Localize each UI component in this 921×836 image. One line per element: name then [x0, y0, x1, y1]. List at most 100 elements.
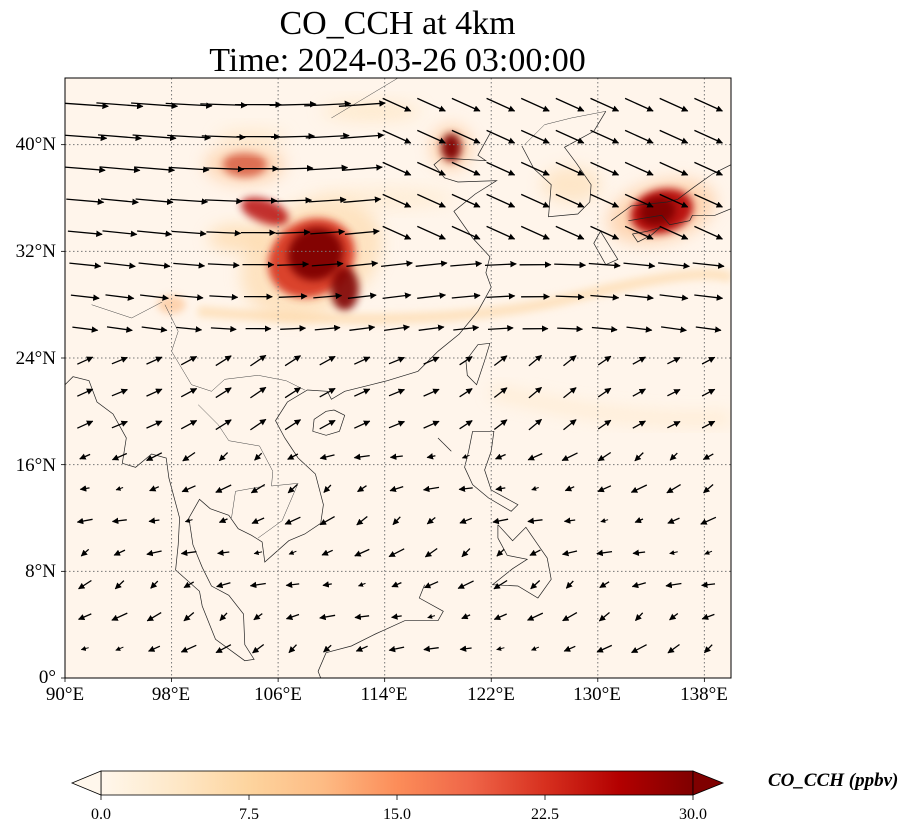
co-plume-blob	[240, 197, 289, 226]
coastline	[610, 164, 731, 221]
wind-vector	[624, 129, 654, 144]
wind-vector	[451, 161, 481, 176]
wind-vector	[427, 614, 436, 619]
wind-vector	[701, 356, 716, 365]
wind-vector	[486, 193, 516, 208]
wind-vector	[596, 644, 613, 653]
wind-vector	[180, 644, 197, 653]
wind-vector	[702, 453, 714, 460]
country-border	[164, 304, 305, 392]
wind-vector	[176, 326, 203, 333]
wind-vector	[659, 193, 689, 208]
wind-vector	[423, 388, 440, 397]
wind-vector	[180, 549, 197, 557]
wind-vector	[344, 228, 380, 235]
lat-tick-label: 40°N	[15, 134, 56, 155]
wind-vector	[388, 548, 405, 558]
wind-vector	[659, 294, 689, 301]
wind-vector	[217, 549, 230, 556]
wind-vector	[495, 453, 506, 460]
wind-vector	[183, 612, 195, 622]
colorbar-tick-label: 7.5	[239, 806, 259, 823]
wind-vector	[307, 164, 349, 172]
colorbar-gradient	[100, 770, 694, 796]
wind-vector	[598, 612, 610, 622]
wind-vector	[417, 193, 446, 208]
wind-vector	[313, 292, 343, 300]
wind-vector	[216, 581, 231, 589]
wind-vector	[597, 485, 612, 493]
wind-vector	[311, 260, 344, 268]
wind-vector	[180, 387, 198, 398]
figure-title: CO_CCH at 4km	[279, 5, 516, 42]
wind-vector	[555, 225, 585, 240]
wind-vector	[338, 100, 386, 107]
wind-vector	[284, 516, 301, 525]
wind-vector	[215, 355, 232, 367]
wind-vector	[146, 452, 163, 462]
wind-vector	[76, 517, 93, 525]
wind-vector	[340, 132, 385, 139]
wind-vector	[180, 355, 198, 366]
wind-vector	[667, 356, 681, 365]
wind-vector	[381, 260, 413, 268]
wind-vector	[384, 324, 410, 332]
wind-vector	[215, 644, 232, 654]
wind-vector	[450, 260, 483, 268]
colorbar	[70, 770, 725, 800]
wind-vector	[665, 581, 682, 589]
map-figure	[61, 77, 732, 682]
wind-vector	[304, 100, 352, 108]
wind-vector	[70, 294, 100, 301]
wind-vector	[80, 646, 89, 651]
wind-vector	[667, 388, 681, 397]
lon-tick-label: 122°E	[467, 684, 515, 705]
wind-vector	[530, 580, 541, 590]
wind-vector	[319, 613, 336, 621]
wind-vector	[388, 420, 406, 429]
wind-vector	[563, 355, 577, 367]
wind-vector	[269, 101, 317, 108]
wind-vector	[520, 193, 550, 208]
wind-vector	[382, 97, 412, 112]
wind-vector	[701, 581, 716, 588]
wind-vector	[596, 549, 613, 557]
wind-vector	[520, 129, 550, 144]
wind-vector	[218, 452, 229, 462]
wind-vector	[356, 515, 368, 526]
wind-vector	[590, 225, 620, 240]
wind-vector	[496, 646, 505, 651]
wind-vector	[669, 452, 678, 461]
wind-vector	[590, 193, 620, 208]
wind-vector	[215, 419, 232, 431]
wind-vector	[457, 580, 474, 589]
wind-vector	[562, 612, 578, 622]
wind-vector	[272, 165, 314, 172]
wind-vector	[146, 612, 162, 622]
wind-vector	[635, 612, 644, 621]
wind-vector	[667, 517, 680, 524]
wind-vector	[626, 326, 653, 333]
wind-vector	[114, 580, 125, 590]
wind-vector	[694, 129, 723, 144]
wind-vector	[658, 262, 690, 269]
wind-vector	[77, 388, 94, 397]
wind-vector	[167, 134, 212, 141]
wind-vector	[631, 644, 647, 654]
wind-vector	[251, 517, 265, 524]
wind-vector	[661, 326, 687, 333]
wind-vector	[173, 262, 206, 269]
lon-tick-label: 98°E	[151, 684, 191, 705]
wind-vector	[249, 581, 266, 589]
wind-vector	[358, 582, 366, 587]
wind-vector	[458, 485, 473, 492]
wind-vector	[555, 293, 585, 301]
coastline	[65, 131, 498, 662]
wind-vector	[659, 161, 689, 176]
wind-vector	[382, 161, 412, 176]
coastline	[632, 226, 661, 243]
wind-vector	[277, 261, 310, 268]
wind-vector	[310, 228, 346, 236]
wind-vector	[319, 387, 336, 398]
wind-vector	[80, 548, 90, 557]
